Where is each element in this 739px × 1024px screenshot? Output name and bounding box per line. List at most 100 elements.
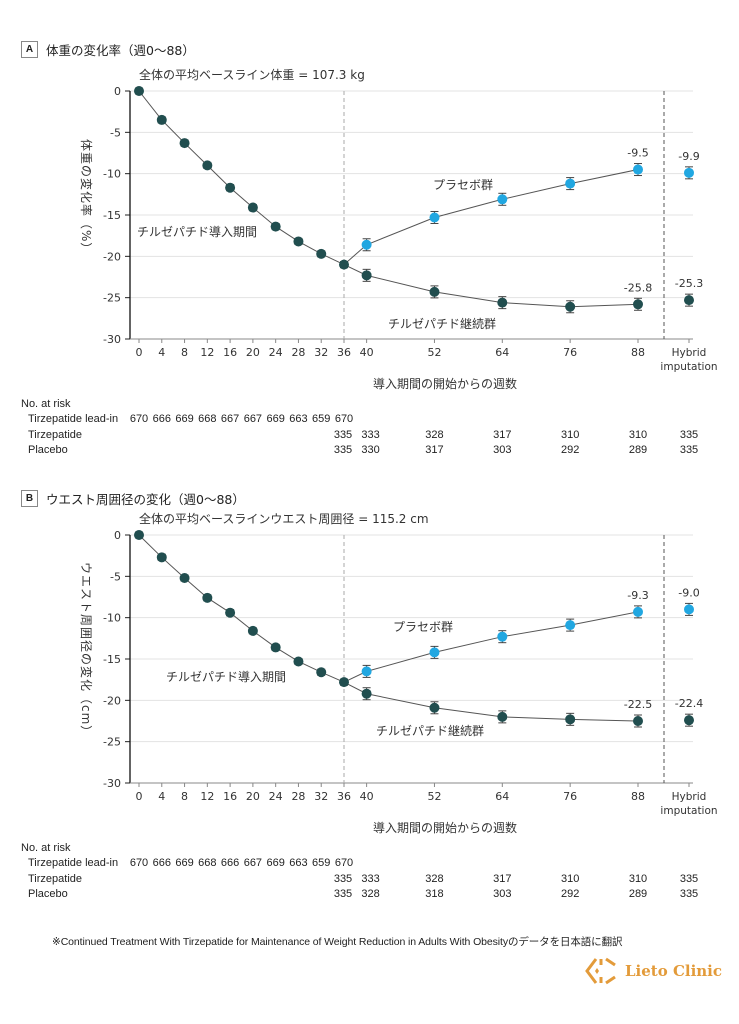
risk-table-title: No. at risk [21, 842, 71, 854]
x-tick-label: 40 [360, 790, 374, 803]
risk-count: 310 [560, 872, 580, 885]
placebo-annotation: プラセボ群 [393, 620, 453, 634]
risk-row-label: Tirzepatide lead-in [28, 413, 119, 425]
y-tick-label: -15 [103, 209, 121, 222]
tirzepatide-88-label: -22.5 [624, 698, 652, 711]
data-point [565, 301, 576, 312]
data-point [497, 711, 508, 722]
risk-count: 317 [493, 428, 512, 441]
risk-count: 666 [220, 857, 240, 869]
leadin-point [156, 114, 167, 125]
data-point [293, 656, 304, 667]
risk-count: 292 [560, 444, 580, 456]
placebo-line [343, 169, 639, 265]
data-point [565, 178, 576, 189]
data-point [497, 631, 508, 642]
data-point [361, 666, 372, 677]
risk-count: 668 [198, 857, 217, 869]
risk-count: 668 [198, 413, 217, 425]
x-tick-label: 12 [200, 346, 214, 359]
placebo-hybrid-label: -9.9 [678, 150, 699, 163]
risk-count: 669 [175, 413, 194, 425]
risk-count: 335 [333, 888, 353, 900]
y-tick-label: -5 [110, 570, 121, 583]
risk-count: 659 [312, 413, 331, 425]
risk-count: 335 [679, 872, 699, 885]
tirzepatide-hybrid-point [684, 713, 694, 727]
y-tick-label: -10 [103, 612, 121, 625]
data-point [156, 552, 167, 563]
data-point [497, 297, 508, 308]
leadin-point [339, 677, 349, 688]
leadin-point [247, 202, 258, 213]
x-tick-label: 20 [246, 790, 260, 803]
risk-count: 292 [560, 888, 580, 900]
x-tick-label: 24 [269, 346, 283, 359]
data-point [497, 194, 508, 205]
leadin-point [293, 236, 304, 247]
tirzepatide-line [343, 264, 639, 308]
data-point [156, 114, 167, 125]
data-point [134, 86, 144, 96]
panel-b-letter: B [21, 490, 38, 507]
placebo-point [565, 177, 576, 191]
placebo-annotation: プラセボ群 [433, 178, 493, 192]
data-point [270, 642, 281, 653]
source-footnote: ※Continued Treatment With Tirzepatide fo… [52, 936, 623, 948]
risk-count: 667 [220, 413, 240, 425]
risk-row: Tirzepatide 335 333 328 317 310 310 335 [0, 429, 739, 444]
y-tick-label: -20 [103, 694, 121, 707]
leadin-point [316, 667, 327, 678]
placebo-point [429, 210, 440, 224]
risk-count: 328 [425, 428, 444, 441]
tirzepatide-point [429, 701, 440, 715]
y-tick-label: -15 [103, 653, 121, 666]
x-tick-label-hybrid: Hybrid [672, 791, 707, 803]
placebo-line [343, 611, 639, 683]
tirzepatide-point [565, 712, 576, 726]
leadin-point [339, 259, 349, 270]
risk-count: 333 [361, 872, 380, 885]
data-point [225, 182, 236, 193]
x-tick-label: 8 [181, 346, 188, 359]
tirzepatide-hybrid-point [684, 293, 694, 307]
x-tick-label: 16 [223, 346, 237, 359]
leadin-point [134, 530, 144, 540]
x-tick-label: 52 [427, 346, 441, 359]
x-tick-label-hybrid: imputation [660, 361, 717, 373]
risk-count: 670 [129, 413, 149, 425]
data-point [429, 212, 440, 223]
risk-count: 666 [152, 857, 171, 869]
risk-count: 669 [266, 413, 285, 425]
data-point [684, 604, 694, 615]
panel-b-header: B ウエスト周囲径の変化（週0〜88） [21, 489, 245, 508]
x-tick-label-hybrid: imputation [660, 805, 717, 817]
data-point [565, 714, 576, 725]
placebo-hybrid-point [684, 602, 694, 616]
data-point [316, 667, 327, 678]
tirzepatide-point [361, 268, 372, 282]
x-tick-label: 24 [269, 790, 283, 803]
data-point [179, 138, 190, 149]
data-point [684, 715, 694, 726]
risk-table-title: No. at risk [21, 398, 71, 410]
data-point [429, 647, 440, 658]
x-tick-label: 20 [246, 346, 260, 359]
data-point [565, 620, 576, 631]
risk-count: 330 [361, 444, 380, 456]
y-axis-label: ウエスト周囲径の変化（cm） [79, 562, 94, 738]
waist-change-chart: 全体の平均ベースラインウエスト周囲径 = 115.2 cm 0 -5 -10 -15 -2… [79, 511, 718, 835]
risk-count: 289 [628, 888, 648, 900]
risk-count: 303 [493, 888, 512, 900]
leadin-point [179, 138, 190, 149]
tirzepatide-point [565, 300, 576, 314]
data-point [633, 716, 643, 726]
risk-count: 335 [679, 888, 699, 900]
leadin-point [225, 182, 236, 193]
placebo-point [633, 163, 643, 177]
placebo-point [361, 664, 372, 678]
tirzepatide-point [497, 296, 508, 310]
data-point [247, 202, 258, 213]
x-tick-label: 32 [314, 790, 328, 803]
x-tick-label: 28 [291, 790, 305, 803]
